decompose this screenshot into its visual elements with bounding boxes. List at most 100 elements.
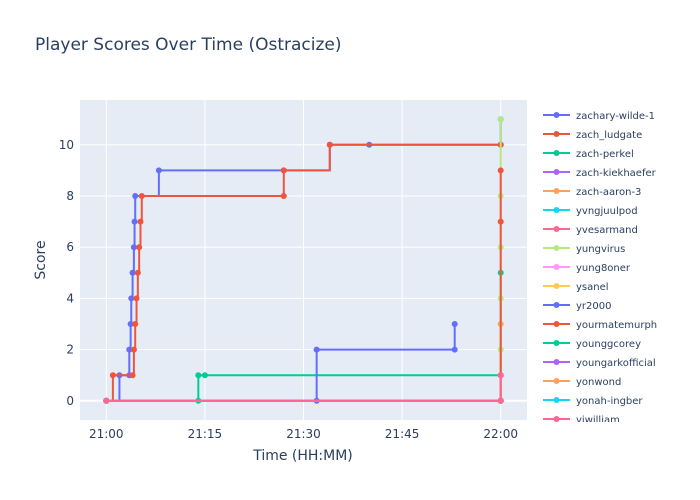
data-point (131, 218, 138, 225)
x-tick-label: 21:15 (188, 427, 223, 441)
data-point (497, 218, 504, 225)
legend-item[interactable]: yr2000 (543, 301, 611, 312)
legend-swatch-marker (553, 188, 560, 194)
legend-swatch-marker (553, 226, 560, 232)
data-point (313, 346, 320, 353)
series-yiwilliam (103, 372, 504, 404)
x-tick-labels: 21:00 21:15 21:30 21:45 22:00 (89, 427, 518, 441)
legend-swatch-marker (553, 340, 560, 346)
data-point (138, 193, 145, 199)
x-axis-label: Time (HH:MM) (252, 448, 353, 464)
legend-item[interactable]: zach-kiekhaefer (543, 168, 657, 179)
data-point (497, 167, 504, 174)
y-tick-label: 6 (66, 240, 74, 254)
legend-swatch-marker (553, 302, 560, 308)
legend-item[interactable]: yiwilliam (543, 415, 620, 426)
legend-item[interactable]: yvngjuulpod (543, 206, 638, 217)
data-point (497, 372, 504, 379)
data-point (497, 116, 504, 123)
legend-swatch-marker (553, 112, 560, 118)
data-point (195, 372, 202, 379)
data-point (134, 269, 141, 276)
legend-label: yvngjuulpod (576, 206, 638, 217)
legend-item[interactable]: yung8oner (543, 263, 631, 274)
legend-swatch-marker (553, 207, 560, 213)
legend-label: younggcorey (576, 339, 641, 350)
legend-label: yung8oner (576, 263, 631, 274)
y-tick-label: 4 (66, 291, 74, 305)
y-tick-label: 8 (66, 189, 74, 203)
data-point (201, 372, 208, 379)
data-point (133, 295, 140, 302)
legend-item[interactable]: yungvirus (543, 244, 625, 255)
legend: zachary-wilde-1 zach_ludgate zach-perkel za… (543, 111, 657, 426)
legend-item[interactable]: zachary-wilde-1 (543, 111, 655, 122)
data-point (127, 321, 134, 327)
legend-label: youngarkofficial (576, 358, 656, 369)
legend-label: yungvirus (576, 244, 625, 255)
y-tick-label: 2 (66, 343, 74, 357)
series-lines (103, 116, 504, 404)
y-tick-labels: 0 2 4 6 8 10 (59, 138, 74, 408)
legend-label: zachary-wilde-1 (576, 111, 655, 122)
data-point (451, 346, 458, 353)
x-tick-label: 22:00 (483, 427, 518, 441)
legend-swatch-marker (553, 131, 560, 137)
data-point (326, 141, 333, 148)
data-point (130, 244, 137, 251)
legend-item[interactable]: ysanel (543, 282, 609, 293)
y-tick-label: 10 (59, 138, 74, 152)
data-point (103, 397, 110, 404)
legend-label: zach-perkel (576, 149, 634, 160)
data-point (132, 193, 139, 199)
legend-item[interactable]: youngarkofficial (543, 358, 656, 369)
chart-title: Player Scores Over Time (Ostracize) (35, 35, 342, 55)
legend-item[interactable]: yvesarmand (543, 225, 638, 236)
data-point (128, 295, 135, 302)
legend-label: zach-aaron-3 (576, 187, 641, 198)
legend-item[interactable]: younggcorey (543, 339, 641, 350)
data-point (132, 321, 139, 327)
legend-item[interactable]: zach-perkel (543, 149, 634, 160)
legend-swatch-marker (553, 378, 560, 384)
data-point (129, 372, 136, 379)
legend-label: yonwond (576, 377, 621, 388)
data-point (109, 372, 116, 379)
data-point (126, 346, 133, 353)
legend-label: zach_ludgate (576, 130, 642, 141)
legend-swatch-marker (553, 169, 560, 175)
data-point (155, 167, 162, 174)
legend-item[interactable]: zach-aaron-3 (543, 187, 641, 198)
legend-swatch-marker (553, 245, 560, 251)
y-tick-label: 0 (66, 394, 74, 408)
data-point (136, 244, 143, 251)
legend-swatch-marker (553, 359, 560, 365)
x-tick-label: 21:45 (385, 427, 420, 441)
legend-item[interactable]: zach_ludgate (543, 130, 642, 141)
legend-label: yr2000 (576, 301, 611, 312)
legend-label: yonah-ingber (576, 396, 643, 407)
legend-swatch-marker (553, 150, 560, 156)
series-zach_ludgate (103, 141, 504, 404)
data-point (280, 193, 287, 199)
legend-swatch-marker (553, 283, 560, 289)
legend-label: ysanel (576, 282, 609, 293)
data-point (451, 321, 458, 327)
legend-swatch-marker (553, 397, 560, 403)
legend-item[interactable]: yonwond (543, 377, 621, 388)
x-tick-label: 21:30 (286, 427, 321, 441)
x-tick-label: 21:00 (89, 427, 124, 441)
y-axis-label: Score (33, 240, 49, 279)
legend-item[interactable]: yonah-ingber (543, 396, 643, 407)
data-point (130, 346, 137, 353)
legend-label: yourmatemurph (576, 320, 657, 331)
data-point (137, 218, 144, 225)
data-point (497, 397, 504, 404)
legend-label: yiwilliam (576, 415, 620, 426)
legend-swatch-marker (553, 321, 560, 327)
legend-item[interactable]: yourmatemurph (543, 320, 657, 331)
legend-label: yvesarmand (576, 225, 638, 236)
data-point (280, 167, 287, 174)
legend-swatch-marker (553, 264, 560, 270)
